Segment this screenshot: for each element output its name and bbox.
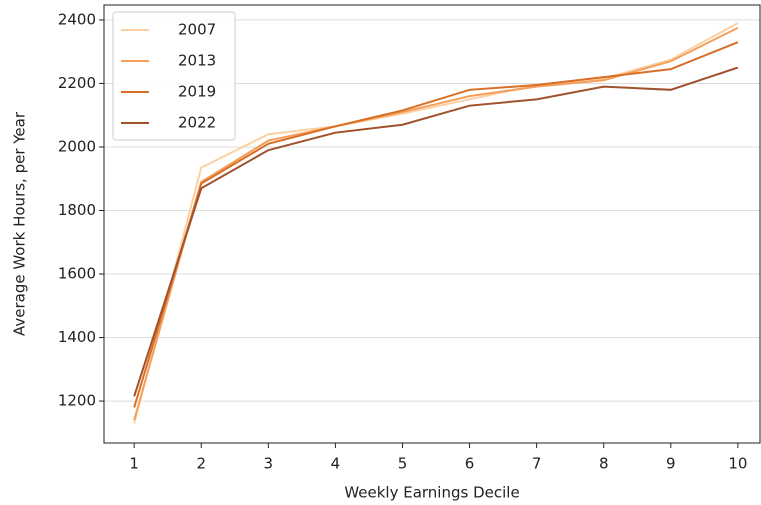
y-tick-label: 1200 xyxy=(58,392,96,410)
legend-label: 2007 xyxy=(178,21,216,39)
legend-label: 2013 xyxy=(178,52,216,70)
x-tick-label: 2 xyxy=(196,455,206,473)
legend-box xyxy=(112,11,236,141)
x-tick-label: 7 xyxy=(532,455,542,473)
y-tick-label: 1800 xyxy=(58,201,96,219)
line-series xyxy=(133,66,739,397)
x-axis-label: Weekly Earnings Decile xyxy=(344,484,519,502)
x-tick-label: 8 xyxy=(599,455,609,473)
x-tick-label: 5 xyxy=(398,455,408,473)
y-axis-label: Average Work Hours, per Year xyxy=(11,111,29,336)
legend-label: 2022 xyxy=(178,114,216,132)
y-tick-label: 2400 xyxy=(58,10,96,28)
plot-frame xyxy=(103,4,761,444)
x-tick-label: 9 xyxy=(666,455,676,473)
y-tick-label: 2000 xyxy=(58,137,96,155)
x-tick-label: 10 xyxy=(728,455,747,473)
y-tick-label: 1600 xyxy=(58,265,96,283)
legend-label: 2019 xyxy=(178,83,216,101)
y-tick-label: 1400 xyxy=(58,328,96,346)
line-series xyxy=(133,22,739,424)
line-series xyxy=(133,26,739,421)
x-tick-label: 1 xyxy=(129,455,139,473)
x-tick-label: 4 xyxy=(331,455,341,473)
x-tick-label: 3 xyxy=(264,455,274,473)
line-series xyxy=(133,41,739,408)
y-tick-label: 2200 xyxy=(58,74,96,92)
x-tick-label: 6 xyxy=(465,455,475,473)
